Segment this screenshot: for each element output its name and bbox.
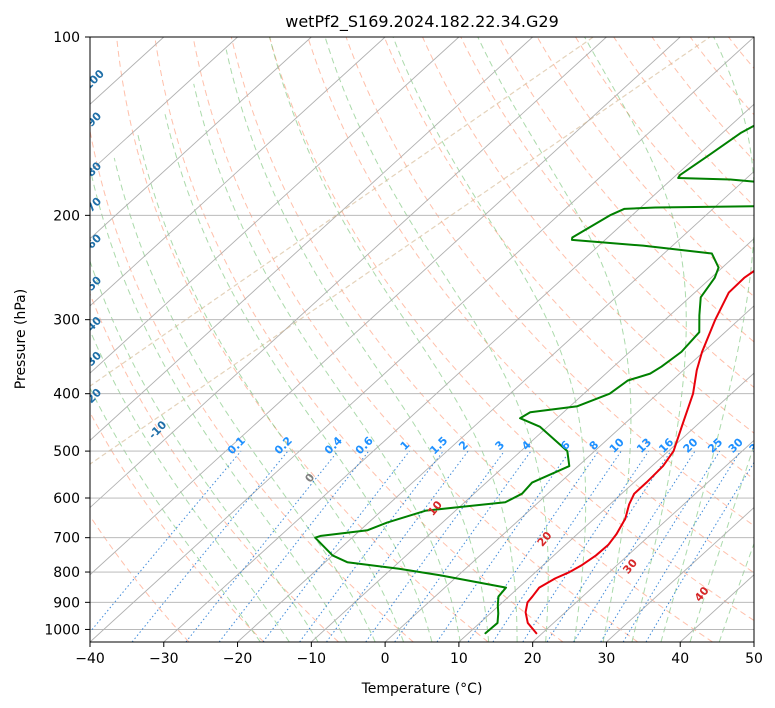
- y-tick-label: 700: [53, 531, 80, 547]
- moist-adiabat-line: [718, 542, 754, 642]
- dry-adiabat-line: [154, 37, 564, 642]
- moist-adiabat-line: [269, 37, 518, 642]
- mixing-ratio-line: [185, 450, 339, 642]
- isotherm-line: [90, 37, 238, 173]
- mixing-ratio-line: [218, 450, 370, 642]
- moist-adiabat-line: [689, 443, 754, 642]
- dewpoint-line: [314, 124, 754, 635]
- y-tick-label: 100: [53, 30, 80, 46]
- moist-adiabat-line: [225, 49, 490, 642]
- dry-adiabat-line: [422, 37, 754, 434]
- mixing-ratio-line: [262, 450, 410, 642]
- mixing-ratio-line: [131, 450, 289, 642]
- reference-curve: [90, 37, 594, 387]
- y-tick-label: 200: [53, 208, 80, 224]
- moist-adiabat-line: [164, 114, 433, 642]
- chart-title: wetPf2_S169.2024.182.22.34.G29: [285, 12, 559, 32]
- x-tick-label: 10: [450, 651, 468, 667]
- x-axis-label: Temperature (°C): [361, 681, 483, 697]
- mixing-ratio-label: 36: [747, 435, 767, 455]
- isotherm-line: [90, 37, 754, 642]
- x-tick-label: −10: [297, 651, 327, 667]
- isotherm-line: [237, 170, 754, 642]
- dry-adiabat-line: [90, 411, 265, 642]
- isotherm-line: [90, 37, 386, 307]
- moist-adiabat-line: [90, 173, 348, 642]
- dry-adiabat-line: [269, 37, 754, 622]
- mixing-ratio-line: [622, 450, 741, 642]
- isotherm-line: [458, 372, 754, 642]
- dry-adiabat-line: [90, 292, 339, 642]
- y-tick-label: 300: [53, 313, 80, 329]
- dry-adiabat-line: [192, 37, 639, 642]
- mixing-ratio-lines: [90, 450, 754, 642]
- isotherm-line: [90, 37, 312, 240]
- x-tick-label: −30: [149, 651, 179, 667]
- moist-adiabat-line: [392, 37, 587, 642]
- isotherm-line: [90, 37, 681, 576]
- x-tick-label: 40: [671, 651, 689, 667]
- dry-adiabat-line: [116, 37, 489, 642]
- y-tick-label: 1000: [44, 622, 80, 638]
- isotherm-line: [90, 37, 460, 374]
- moist-adiabat-line: [584, 37, 687, 642]
- mixing-ratio-line: [90, 450, 242, 633]
- isotherm-line: [384, 305, 754, 642]
- isotherm-line: [532, 439, 754, 642]
- moist-adiabats: [90, 37, 754, 642]
- moist-adiabat-line: [324, 37, 549, 642]
- moist-adiabat-line: [660, 37, 754, 642]
- mixing-ratio-line: [645, 461, 754, 642]
- isotherm-line: [606, 506, 754, 642]
- moist-adiabat-line: [90, 329, 290, 642]
- isotherm-line: [311, 238, 754, 642]
- reference-curve: [90, 37, 711, 465]
- plot-frame: [89, 36, 755, 643]
- dry-adiabat-line: [383, 37, 754, 480]
- profile-series: [314, 124, 754, 635]
- y-tick-label: 600: [53, 491, 80, 507]
- dry-adiabat-line: [230, 37, 713, 642]
- isotherm-line: [90, 37, 533, 441]
- x-axis-ticks: −40 −30 −20 −10 0 10 20 30 40 50: [75, 642, 763, 667]
- moist-adiabat-line: [193, 83, 461, 642]
- y-tick-label: 800: [53, 565, 80, 581]
- dry-adiabat-line: [460, 37, 754, 388]
- x-tick-label: 30: [598, 651, 616, 667]
- x-tick-label: 0: [381, 651, 390, 667]
- dry-adiabat-line: [90, 128, 414, 642]
- moist-adiabat-line: [90, 259, 319, 642]
- isotherm-line: [90, 37, 607, 509]
- temperature-line: [524, 269, 754, 635]
- y-tick-label: 400: [53, 387, 80, 403]
- moist-adiabat-line: [90, 386, 261, 642]
- dry-adiabat-line: [498, 37, 754, 343]
- mixing-ratio-line: [467, 450, 599, 642]
- y-axis-ticks: 100 200 300 400 500 600 700 800 900 1000: [44, 30, 90, 638]
- x-tick-label: 50: [745, 651, 763, 667]
- isotherm-line: [163, 103, 754, 642]
- mixing-ratio-line: [600, 450, 721, 642]
- x-tick-label: −40: [75, 651, 105, 667]
- x-tick-label: 20: [524, 651, 542, 667]
- y-tick-label: 500: [53, 444, 80, 460]
- mixing-ratio-line: [394, 450, 532, 642]
- moist-adiabat-line: [477, 37, 632, 642]
- reference-curves: [90, 37, 711, 465]
- mixing-ratio-line: [546, 450, 672, 642]
- x-tick-label: −20: [223, 651, 253, 667]
- mixing-ratio-line: [365, 450, 505, 642]
- dry-adiabat-line: [575, 37, 754, 252]
- mixing-ratio-line: [573, 450, 696, 642]
- dry-adiabat-line: [345, 37, 754, 527]
- y-tick-label: 900: [53, 595, 80, 611]
- isotherm-grid: [90, 37, 754, 642]
- y-axis-label: Pressure (hPa): [13, 289, 29, 389]
